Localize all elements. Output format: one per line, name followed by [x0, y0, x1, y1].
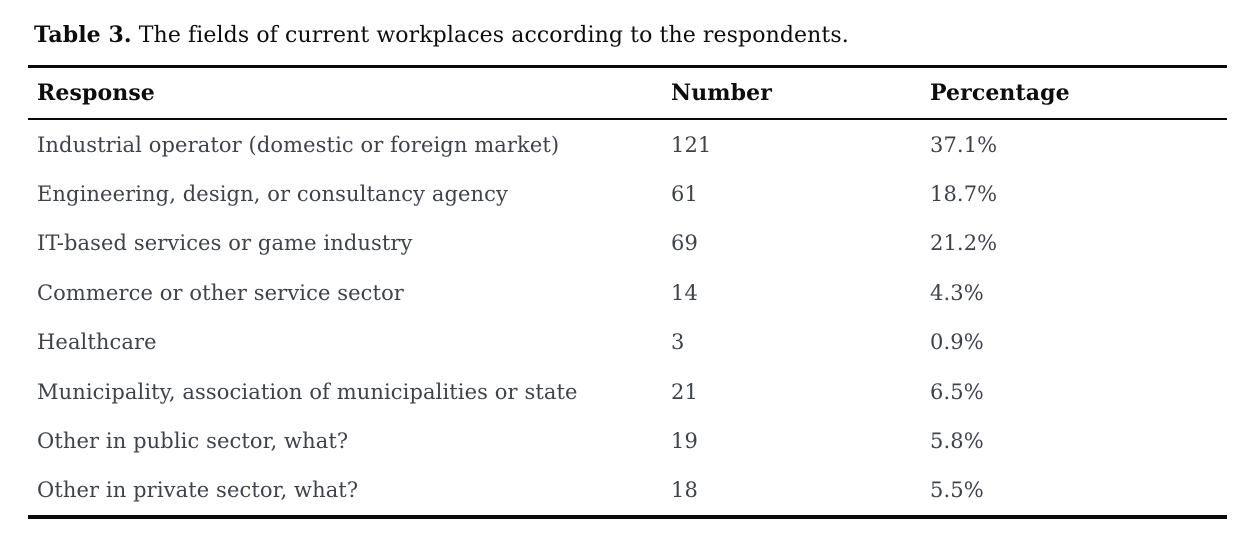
cell-response: Other in public sector, what?: [37, 429, 349, 454]
cell-response: Other in private sector, what?: [37, 478, 359, 503]
cell-number: 21: [671, 379, 698, 404]
cell-percentage: 4.3%: [930, 280, 984, 305]
paper-page: Table 3. The fields of current workplace…: [28, 20, 1258, 520]
cell-number: 121: [671, 132, 712, 157]
cell-number: 3: [671, 330, 685, 355]
cell-percentage: 5.8%: [930, 429, 984, 454]
cell-percentage: 18.7%: [930, 182, 998, 207]
cell-percentage: 5.5%: [930, 478, 984, 503]
cell-response: Industrial operator (domestic or foreign…: [37, 132, 560, 157]
cell-number: 14: [671, 280, 698, 305]
table-header: Response Number Percentage: [28, 66, 1227, 120]
table-row: Engineering, design, or consultancy agen…: [28, 169, 1227, 218]
table-body: Industrial operator (domestic or foreign…: [28, 119, 1227, 517]
cell-response: Healthcare: [37, 330, 157, 355]
cell-percentage: 0.9%: [930, 330, 984, 355]
cell-number: 18: [671, 478, 698, 503]
table-caption-label: Table 3.: [34, 22, 132, 48]
table-row: Other in public sector, what? 19 5.8%: [28, 416, 1227, 465]
table-row: Municipality, association of municipalit…: [28, 367, 1227, 416]
cell-number: 19: [671, 429, 698, 454]
table-row: Industrial operator (domestic or foreign…: [28, 119, 1227, 169]
table-row: Other in private sector, what? 18 5.5%: [28, 466, 1227, 517]
column-header-percentage: Percentage: [930, 66, 1227, 120]
header-row: Response Number Percentage: [28, 66, 1227, 120]
cell-response: Engineering, design, or consultancy agen…: [37, 182, 508, 207]
table-row: Commerce or other service sector 14 4.3%: [28, 268, 1227, 317]
column-header-number: Number: [671, 66, 930, 120]
cell-response: Municipality, association of municipalit…: [37, 379, 578, 404]
cell-number: 69: [671, 231, 698, 256]
table-caption-text: The fields of current workplaces accordi…: [131, 23, 849, 48]
cell-response: Commerce or other service sector: [37, 280, 404, 305]
workplace-fields-table: Response Number Percentage Industrial op…: [28, 65, 1227, 520]
table-caption: Table 3. The fields of current workplace…: [34, 20, 1258, 51]
table-row: Healthcare 3 0.9%: [28, 318, 1227, 367]
cell-percentage: 21.2%: [930, 231, 998, 256]
cell-response: IT-based services or game industry: [37, 231, 413, 256]
table-row: IT-based services or game industry 69 21.2…: [28, 219, 1227, 268]
cell-number: 61: [671, 182, 698, 207]
column-header-response: Response: [28, 66, 671, 120]
cell-percentage: 6.5%: [930, 379, 984, 404]
cell-percentage: 37.1%: [930, 132, 998, 157]
